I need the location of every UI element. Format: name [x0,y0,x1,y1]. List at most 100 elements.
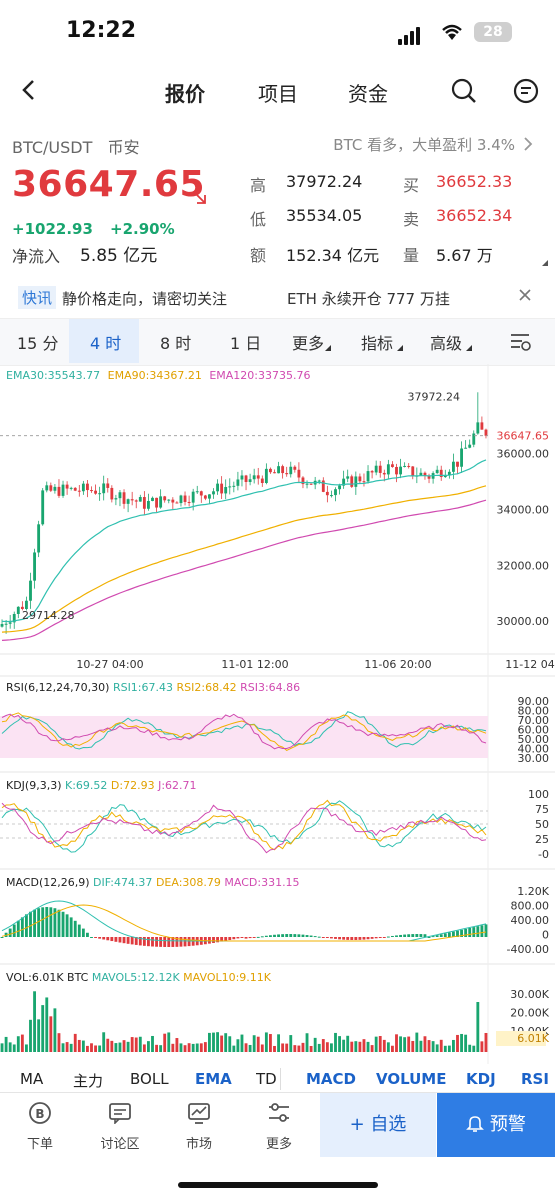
nav-order[interactable]: 下单 [26,1137,53,1152]
macd-bar [431,936,435,938]
candle-body [354,476,358,487]
ema30-line [1,459,487,623]
expand-icon[interactable] [540,258,550,268]
volume-bar [16,1036,20,1052]
macd-bar [399,934,402,937]
ind-tab-rsi[interactable]: RSI [521,1070,549,1088]
candle-body [411,466,415,477]
interval-15m[interactable]: 15 分 [17,334,59,353]
candle-body [338,485,341,490]
candle-body [77,490,81,492]
rsi3-value: RSI3:64.86 [240,681,301,694]
add-favorite-button[interactable]: + 自选 [320,1093,436,1157]
sentiment-text[interactable]: BTC 看多，大单盈利 3.4% [333,136,515,154]
bell-icon [466,1116,485,1132]
back-icon[interactable] [18,78,40,102]
y-tick-label: 36000.00 [497,448,550,461]
ind-tab-macd[interactable]: MACD [306,1070,356,1088]
candle-body [65,484,69,489]
volume-bar [130,1037,134,1052]
interval-more[interactable]: 更多 [292,334,325,353]
macd-bar [25,914,28,937]
volume-bar [277,1034,280,1052]
kline-chart[interactable]: 36000.00 34000.00 32000.00 30000.00 10-27 04… [0,364,555,1064]
vol-tick-label: 20.00K [510,1007,549,1020]
current-price-tag-bg [490,427,553,444]
tab-quote[interactable]: 报价 [165,82,205,106]
kdj-tick-label: 50 [535,818,549,831]
macd-bar [374,937,378,939]
ind-tab-ema[interactable]: EMA [195,1070,232,1088]
macd-bar [269,935,272,937]
volume-bar [431,1041,435,1052]
chevron-right-icon [524,137,533,151]
advanced-menu[interactable]: 高级 [430,334,463,353]
macd-bar [102,937,106,940]
candle-body [362,481,366,483]
interval-4h[interactable]: 4 时 [90,334,122,353]
ema120-value: EMA120:33735.76 [209,369,311,382]
indicator-menu[interactable]: 指标 [361,334,394,353]
candle-body [382,472,386,475]
candle-body [321,480,325,492]
close-icon[interactable] [518,288,532,302]
volume-bar [118,1042,122,1052]
candle-body [171,499,175,503]
interval-1d[interactable]: 1 日 [230,334,262,353]
macd-bar [423,934,427,937]
nav-discussion[interactable]: 讨论区 [100,1137,140,1152]
ema90-value: EMA90:34367.21 [107,369,202,382]
ind-tab-td[interactable]: TD [256,1070,276,1088]
tab-project[interactable]: 项目 [258,82,298,106]
tab-funds[interactable]: 资金 [348,82,388,106]
volume-bar [37,1019,41,1052]
macd-bar [277,934,280,937]
ind-tab-kdj[interactable]: KDJ [466,1070,496,1088]
macd-bar [90,937,93,938]
candle-body [256,475,260,479]
last-price: 36647.65 [12,164,206,205]
ind-tab-volume[interactable]: VOLUME [376,1070,447,1088]
candle-body [260,478,264,484]
netflow-label: 净流入 [12,247,61,266]
candle-body [118,492,122,499]
candle-body [126,499,130,504]
volume-bar [90,1043,93,1052]
interval-8h[interactable]: 8 时 [160,334,192,353]
volume-bar [81,1040,85,1052]
home-indicator [178,1182,378,1188]
rsi3-line [1,713,487,750]
volume-bar [8,1042,12,1052]
news-text-2: ETH 永续开仓 777 万挂 [287,290,450,308]
search-icon[interactable] [450,77,478,105]
ind-tab-boll[interactable]: BOLL [130,1070,169,1088]
candle-body [142,497,146,509]
arrow-down-right-icon [193,191,206,204]
ind-tab-main[interactable]: 主力 [73,1072,104,1090]
ind-tab-ma[interactable]: MA [20,1070,44,1088]
chat-icon[interactable] [512,77,540,105]
chart-settings-icon[interactable] [510,332,532,352]
kdj-legend: KDJ(9,3,3) K:69.52 D:72.93 J:62.71 [6,779,197,792]
macd-bar [118,937,122,943]
macd-bar [37,908,41,937]
nav-market[interactable]: 市场 [185,1137,212,1152]
volume-bar [427,1040,431,1052]
volume-bar [53,1008,57,1052]
candle-body [224,486,228,494]
netflow-value: 5.85 亿元 [80,246,158,266]
nav-more[interactable]: 更多 [265,1137,292,1152]
j-value: J:62.71 [158,779,197,792]
macd-bar [342,937,346,940]
macd-bar [77,924,81,937]
macd-bar [106,937,110,941]
volume-bar [484,1032,488,1052]
price-alert-button[interactable]: 预警 [437,1093,555,1157]
news-text-1: 静价格走向，请密切关注 [62,290,228,308]
volume-bar [443,1045,447,1052]
macd-bar [358,937,362,940]
macd-bar [338,937,341,940]
volume-bar [20,1034,24,1052]
macd-bar [321,937,325,938]
volume-bar [305,1033,309,1052]
